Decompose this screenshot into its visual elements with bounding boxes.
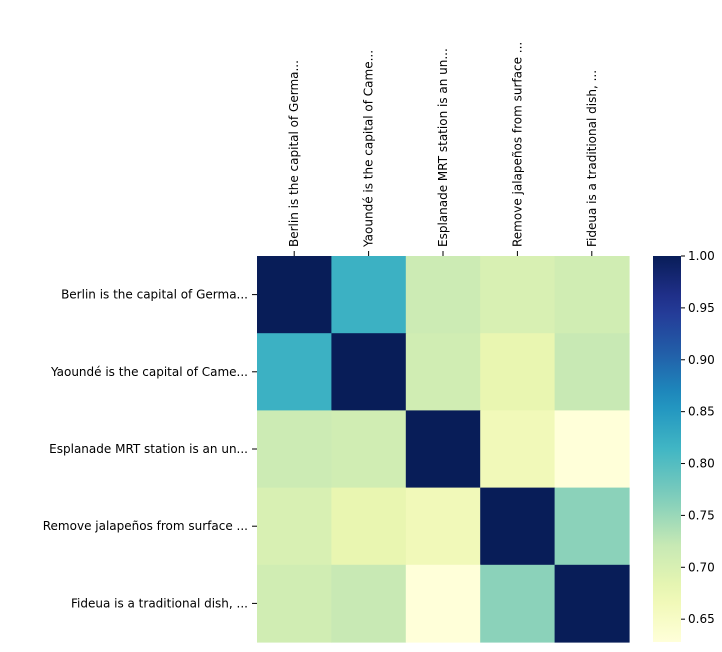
column-label: Berlin is the capital of Germa...	[287, 60, 301, 247]
heatmap-cell-r0-c1	[331, 256, 407, 334]
colorbar-tick-label: 0.70	[688, 560, 715, 574]
heatmap-cell-r4-c0	[257, 564, 332, 643]
column-labels: Berlin is the capital of Germa... Yaoundé…	[287, 42, 599, 256]
heatmap-cell-r3-c2	[405, 487, 481, 566]
column-label: Fideua is a traditional dish, ...	[585, 70, 599, 247]
heatmap-cell-r0-c4	[554, 256, 630, 334]
heatmap-cell-r4-c2	[405, 564, 481, 643]
colorbar-tick-label: 0.85	[688, 405, 715, 419]
column-label: Yaoundé is the capital of Came...	[362, 50, 376, 248]
heatmap-cell-r1-c0	[257, 333, 332, 411]
heatmap-cell-r0-c2	[405, 256, 481, 334]
heatmap-cell-r4-c1	[331, 564, 407, 643]
heatmap-cell-r1-c2	[405, 333, 481, 411]
colorbar-tick-label: 0.90	[688, 353, 715, 367]
column-label: Esplanade MRT station is an un...	[436, 48, 450, 247]
colorbar-tick-label: 1.00	[688, 249, 715, 263]
row-label: Yaoundé is the capital of Came...	[50, 365, 248, 379]
heatmap-cell-r3-c1	[331, 487, 407, 566]
colorbar-tick-label: 0.95	[688, 301, 715, 315]
heatmap-cell-r3-c3	[480, 487, 556, 566]
heatmap-cell-r4-c4	[554, 564, 630, 643]
colorbar-gradient	[653, 256, 681, 642]
heatmap-cell-r1-c1	[331, 333, 407, 411]
colorbar-tick-label: 0.65	[688, 612, 715, 626]
row-label: Remove jalapeños from surface ...	[43, 519, 248, 533]
heatmap-cell-r2-c3	[480, 410, 556, 489]
colorbar-tick-label: 0.80	[688, 457, 715, 471]
heatmap-cell-r4-c3	[480, 564, 556, 643]
heatmap-cell-r2-c1	[331, 410, 407, 489]
row-label: Fideua is a traditional dish, ...	[71, 596, 248, 610]
heatmap-cell-r2-c2	[405, 410, 481, 489]
heatmap-cell-r0-c3	[480, 256, 556, 334]
row-labels: Berlin is the capital of Germa... Yaoundé…	[43, 288, 257, 610]
heatmap-cell-r2-c4	[554, 410, 630, 489]
heatmap-cell-r1-c3	[480, 333, 556, 411]
heatmap-cell-r2-c0	[257, 410, 332, 489]
heatmap-cells	[257, 256, 630, 643]
colorbar: 0.65 0.70 0.75 0.80 0.85 0.90 0.95 1.00	[653, 249, 715, 642]
heatmap-cell-r3-c4	[554, 487, 630, 566]
column-label: Remove jalapeños from surface ...	[510, 42, 524, 247]
heatmap-cell-r3-c0	[257, 487, 332, 566]
row-label: Berlin is the capital of Germa...	[61, 288, 248, 302]
row-label: Esplanade MRT station is an un...	[49, 442, 248, 456]
heatmap-cell-r0-c0	[257, 256, 332, 334]
heatmap-cell-r1-c4	[554, 333, 630, 411]
colorbar-tick-label: 0.75	[688, 508, 715, 522]
